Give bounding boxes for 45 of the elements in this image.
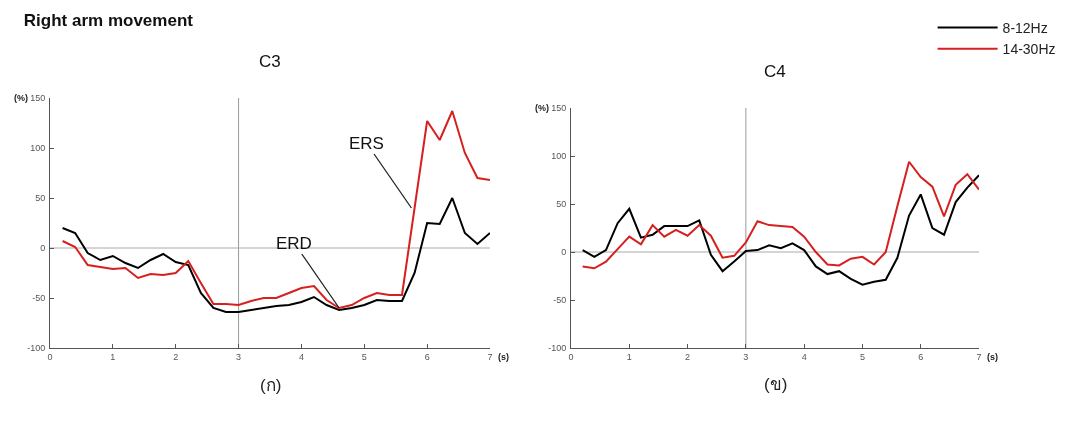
- y-axis-title: (%): [535, 103, 549, 113]
- y-tick-label: 50: [556, 199, 567, 210]
- annotation: ERD: [276, 234, 312, 253]
- y-axis-title: (%): [14, 93, 28, 103]
- text: (ก): [260, 376, 282, 395]
- x-tick-label: 5: [859, 351, 865, 362]
- chart-title: Right arm movement: [23, 10, 194, 30]
- x-tick-label: 4: [801, 351, 807, 362]
- x-tick-label: 7: [976, 351, 982, 362]
- chart-subtitle: C4: [764, 62, 786, 81]
- x-tick-label: 1: [110, 351, 116, 362]
- legend-label: 14-30Hz: [1002, 41, 1056, 58]
- x-axis-title: (s): [987, 352, 998, 362]
- x-tick-label: 2: [685, 351, 691, 362]
- legend-label: 8-12Hz: [1002, 20, 1048, 37]
- y-tick-label: 150: [551, 103, 567, 114]
- x-tick-label: 3: [743, 351, 749, 362]
- y-tick-label: -100: [548, 343, 567, 354]
- y-tick-label: 50: [35, 193, 46, 204]
- x-tick-label: 0: [568, 351, 574, 362]
- x-tick-label: 5: [361, 351, 367, 362]
- x-tick-label: 7: [487, 351, 493, 362]
- annotation: ERS: [349, 134, 384, 153]
- line-series: [61, 110, 490, 309]
- x-tick-label: 6: [918, 351, 924, 362]
- chart-subtitle: C3: [259, 52, 281, 71]
- line-series: [581, 160, 979, 270]
- x-tick-label: 4: [298, 351, 304, 362]
- y-tick-label: 0: [561, 247, 567, 258]
- y-tick-label: -50: [32, 293, 46, 304]
- x-tick-label: 0: [47, 351, 53, 362]
- x-tick-label: 2: [173, 351, 179, 362]
- line-series: [61, 197, 490, 313]
- y-tick-label: -100: [27, 343, 46, 354]
- x-tick-label: 1: [626, 351, 632, 362]
- x-tick-label: 6: [424, 351, 430, 362]
- x-axis-title: (s): [498, 352, 509, 362]
- line-series: [581, 174, 979, 286]
- y-tick-label: 100: [30, 143, 46, 154]
- y-tick-label: 0: [40, 243, 46, 254]
- text: (ข): [764, 375, 788, 394]
- y-tick-label: 100: [551, 151, 567, 162]
- x-tick-label: 3: [236, 351, 242, 362]
- y-tick-label: -50: [553, 295, 567, 306]
- y-tick-label: 150: [30, 93, 46, 104]
